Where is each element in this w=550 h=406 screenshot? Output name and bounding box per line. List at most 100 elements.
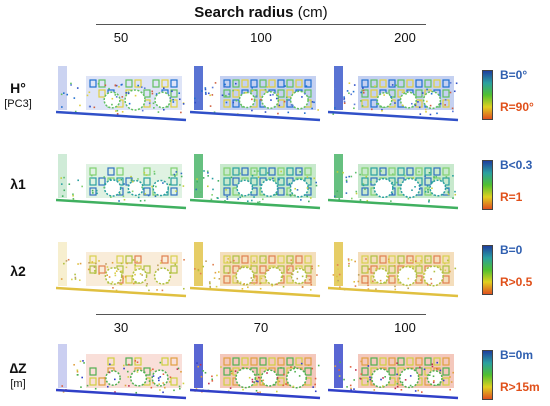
- scan-point: [204, 91, 207, 94]
- ground-scan: [190, 388, 321, 400]
- ground-scan: [56, 286, 187, 298]
- window-scan: [397, 167, 405, 176]
- colorbar: [482, 70, 493, 120]
- scan-point: [449, 376, 451, 378]
- scan-point: [255, 380, 258, 382]
- scan-point: [353, 388, 355, 390]
- scan-point: [301, 275, 304, 278]
- scan-point: [334, 196, 337, 199]
- scan-point: [272, 177, 274, 180]
- scan-point: [155, 185, 157, 188]
- scan-point: [82, 360, 84, 362]
- scan-point: [421, 271, 423, 273]
- scan-point: [109, 178, 111, 181]
- scan-point: [60, 177, 63, 179]
- scan-point: [177, 367, 180, 370]
- window-scan: [424, 167, 432, 176]
- scan-point: [371, 108, 373, 111]
- scan-point: [367, 288, 370, 290]
- scan-point: [367, 380, 369, 383]
- tower-scan: [194, 66, 203, 110]
- tree-scan: [103, 91, 121, 109]
- window-scan: [304, 265, 312, 274]
- scan-point: [60, 183, 63, 185]
- scan-point: [202, 265, 205, 268]
- scan-point: [127, 376, 130, 378]
- scan-point: [387, 258, 390, 261]
- window-scan: [388, 265, 396, 274]
- scan-point: [136, 260, 138, 263]
- scan-point: [237, 198, 240, 200]
- scan-point: [442, 379, 445, 382]
- scan-point: [409, 384, 412, 387]
- scan-point: [311, 101, 314, 103]
- scan-point: [362, 87, 364, 89]
- scan-point: [70, 84, 72, 86]
- scan-point: [93, 266, 96, 268]
- scan-point: [79, 262, 82, 265]
- scan-point: [161, 289, 164, 292]
- scan-point: [368, 268, 371, 270]
- facade-scan: [190, 66, 321, 122]
- tower-scan: [334, 154, 343, 198]
- scan-point: [173, 389, 175, 392]
- scan-point: [196, 180, 199, 183]
- tree-scan: [373, 177, 394, 199]
- scan-point: [239, 281, 242, 284]
- scan-point: [357, 280, 360, 283]
- scan-point: [257, 373, 260, 376]
- scan-point: [428, 374, 431, 376]
- scan-point: [359, 173, 361, 176]
- scan-point: [419, 279, 422, 281]
- scan-point: [235, 99, 238, 102]
- window-scan: [143, 89, 151, 98]
- scan-point: [360, 360, 362, 363]
- scan-point: [360, 373, 363, 375]
- scan-point: [266, 86, 269, 88]
- window-scan: [170, 265, 178, 274]
- scan-point: [173, 173, 176, 176]
- scan-point: [118, 193, 121, 195]
- scan-point: [106, 266, 109, 268]
- scan-point: [257, 170, 259, 172]
- scan-point: [157, 269, 160, 271]
- scan-point: [307, 364, 310, 366]
- scan-point: [379, 279, 382, 282]
- scan-point: [391, 192, 394, 195]
- top-radius-2: 100: [250, 30, 272, 45]
- scan-point: [136, 361, 139, 364]
- scan-point: [373, 389, 376, 391]
- scan-point: [146, 283, 148, 285]
- tree-scan: [429, 179, 447, 197]
- window-scan: [388, 167, 396, 176]
- scan-point: [197, 365, 199, 368]
- scan-point: [449, 82, 452, 84]
- scan-point: [211, 177, 214, 180]
- scan-point: [306, 176, 309, 178]
- scan-point: [207, 175, 209, 177]
- scan-point: [143, 87, 146, 89]
- scan-point: [392, 173, 394, 175]
- tree-scan: [236, 179, 254, 197]
- scan-point: [209, 282, 211, 285]
- scan-point: [209, 94, 211, 97]
- scan-point: [300, 199, 302, 201]
- scan-point: [86, 384, 89, 387]
- figure-title: Search radius (cm): [96, 4, 426, 21]
- scan-point: [130, 179, 133, 181]
- window-scan: [250, 167, 258, 176]
- scan-point: [431, 187, 433, 190]
- scan-point: [348, 175, 350, 178]
- point-cloud-panel: [328, 238, 460, 298]
- window-scan: [125, 275, 133, 284]
- scan-point: [94, 272, 96, 274]
- scan-point: [73, 97, 76, 99]
- window-scan: [277, 187, 285, 196]
- tree-scan: [422, 90, 442, 110]
- scan-point: [449, 388, 451, 391]
- scan-point: [390, 200, 392, 202]
- tree-scan: [129, 369, 148, 387]
- scan-point: [201, 90, 203, 92]
- scan-point: [251, 378, 254, 381]
- scan-point: [401, 91, 404, 94]
